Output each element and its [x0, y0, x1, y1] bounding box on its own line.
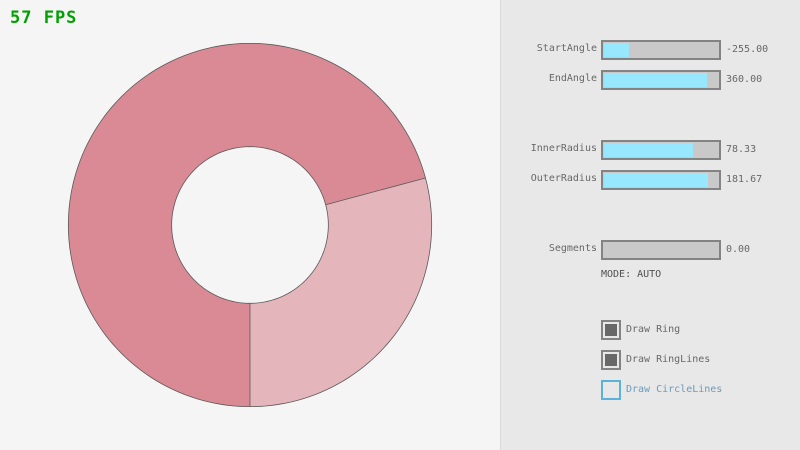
ring-overlap-segment: [68, 43, 426, 407]
checkmark: [605, 354, 617, 366]
mode-label: MODE: AUTO: [601, 269, 662, 280]
slider-label: InnerRadius: [530, 143, 597, 154]
checkbox-box[interactable]: [601, 350, 621, 370]
end-angle-slider[interactable]: [601, 70, 721, 90]
controls-panel: StartAngle -255.00 EndAngle 360.00 Inner…: [500, 0, 800, 450]
slider-inner-radius: InnerRadius 78.33: [501, 140, 800, 160]
slider-fill: [604, 43, 629, 57]
draw-ringlines-checkbox[interactable]: Draw RingLines: [601, 350, 800, 370]
slider-value: 0.00: [726, 244, 751, 255]
start-angle-slider[interactable]: [601, 40, 721, 60]
inner-radius-slider[interactable]: [601, 140, 721, 160]
slider-label: OuterRadius: [530, 173, 597, 184]
ring-canvas: [67, 42, 433, 408]
slider-value: 181.67: [726, 174, 763, 185]
checkbox-label: Draw CircleLines: [626, 384, 723, 395]
slider-start-angle: StartAngle -255.00: [501, 40, 800, 60]
ring-lines: [67, 42, 433, 408]
draw-circlelines-checkbox[interactable]: Draw CircleLines: [601, 380, 800, 400]
slider-fill: [604, 73, 707, 87]
draw-ring-checkbox[interactable]: Draw Ring: [601, 320, 800, 340]
slider-segments: Segments 0.00: [501, 240, 800, 260]
checkmark: [605, 324, 617, 336]
slider-label: EndAngle: [548, 73, 597, 84]
slider-value: -255.00: [726, 44, 769, 55]
checkbox-label: Draw Ring: [626, 324, 681, 335]
checkbox-label: Draw RingLines: [626, 354, 711, 365]
checkbox-box[interactable]: [601, 320, 621, 340]
slider-outer-radius: OuterRadius 181.67: [501, 170, 800, 190]
checkbox-box[interactable]: [601, 380, 621, 400]
slider-label: Segments: [548, 243, 597, 254]
slider-label: StartAngle: [536, 43, 597, 54]
slider-fill: [604, 143, 694, 157]
outer-radius-slider[interactable]: [601, 170, 721, 190]
slider-end-angle: EndAngle 360.00: [501, 70, 800, 90]
fps-counter: 57 FPS: [10, 8, 78, 28]
slider-value: 360.00: [726, 74, 763, 85]
slider-value: 78.33: [726, 144, 757, 155]
segments-slider[interactable]: [601, 240, 721, 260]
slider-fill: [604, 173, 708, 187]
